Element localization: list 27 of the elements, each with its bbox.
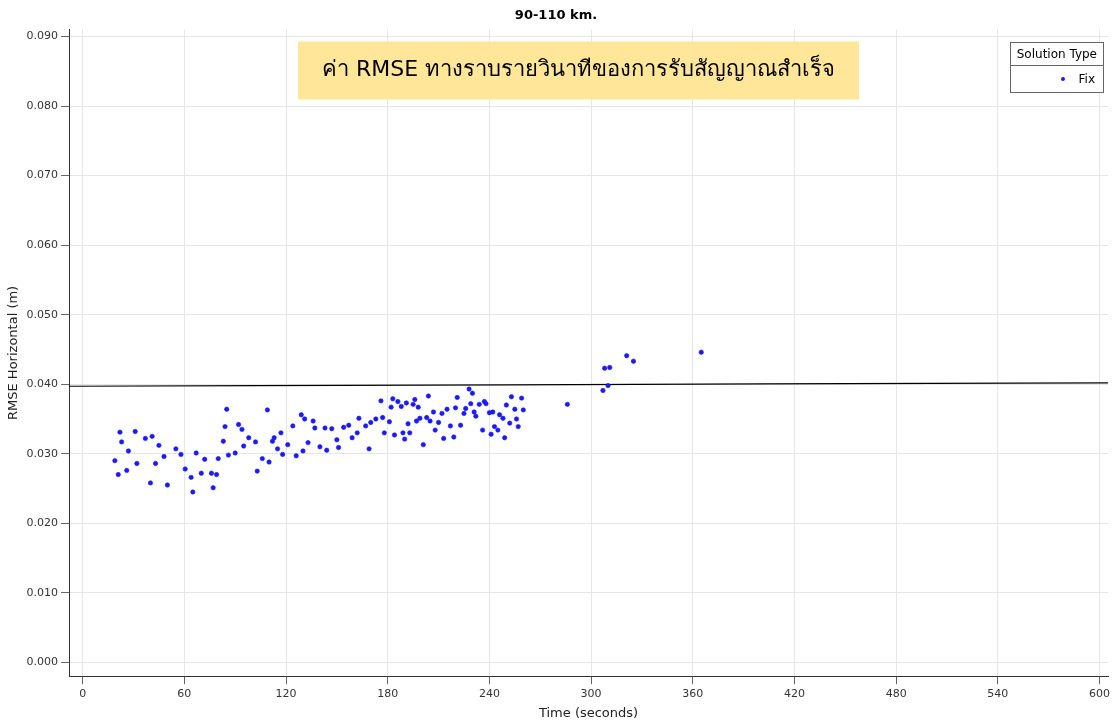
y-tick-label: 0.040	[26, 377, 59, 391]
x-tick-label: 360	[682, 686, 704, 700]
legend-label: Fix	[1078, 71, 1095, 86]
y-tick-label: 0.020	[26, 516, 59, 530]
y-tick-label: 0.070	[26, 168, 59, 182]
y-tick-label: 0.010	[26, 585, 59, 599]
y-tick-label: 0.060	[26, 237, 59, 251]
y-tick-label: 0.090	[26, 29, 59, 43]
y-tick-label: 0.000	[26, 655, 59, 669]
x-tick-label: 600	[1089, 686, 1111, 700]
x-tick-label: 0	[79, 686, 87, 700]
chart-title: 90-110 km.	[514, 7, 598, 23]
x-tick-label: 180	[377, 686, 399, 700]
x-tick-label: 60	[177, 686, 192, 700]
y-tick-label: 0.050	[26, 307, 59, 321]
legend-title: Solution Type	[1010, 42, 1103, 66]
x-tick-label: 120	[275, 686, 297, 700]
x-tick-label: 480	[885, 686, 907, 700]
x-axis-title: Time (seconds)	[537, 704, 639, 720]
x-tick-label: 300	[580, 686, 602, 700]
x-tick-label: 240	[478, 686, 500, 700]
x-tick-label: 540	[987, 686, 1009, 700]
y-tick-label: 0.080	[26, 98, 59, 112]
annotation: ค่า RMSE ทางราบรายวินาทีของการรับสัญญาณสำเร็จ	[321, 54, 836, 82]
y-tick-label: 0.030	[26, 446, 59, 460]
x-tick-label: 420	[783, 686, 805, 700]
y-axis-title: RMSE Horizontal (m)	[5, 285, 21, 420]
